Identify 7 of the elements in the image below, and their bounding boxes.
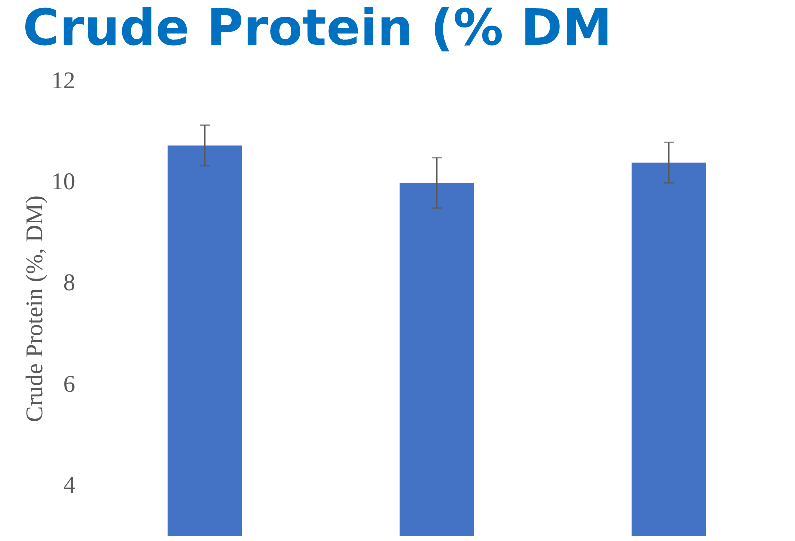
y-tick-label: 4 (64, 472, 76, 499)
y-tick-label: 8 (64, 270, 76, 297)
chart-title: Crude Protein (% DM (23, 0, 612, 57)
y-tick-label: 10 (52, 170, 76, 196)
y-tick-label: 6 (64, 372, 76, 398)
y-tick-label: 12 (52, 68, 76, 94)
y-axis-title: Crude Protein (%, DM) (22, 196, 48, 422)
